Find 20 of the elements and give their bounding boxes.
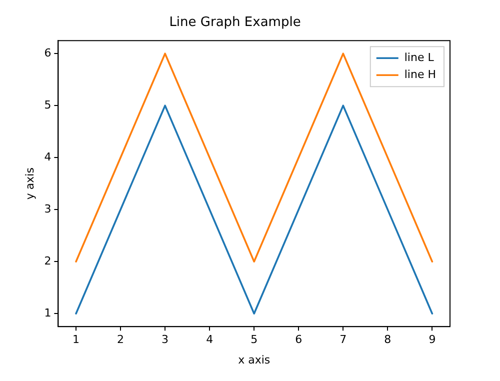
y-tick-label: 6: [44, 46, 52, 60]
x-tick-label: 1: [72, 333, 80, 346]
x-tick-label: 6: [295, 333, 302, 346]
x-tick-label: 2: [117, 333, 124, 346]
y-tick-label: 5: [44, 98, 52, 112]
x-tick-label: 3: [162, 333, 169, 346]
x-axis-title: x axis: [238, 353, 270, 366]
x-tick-label: 9: [428, 333, 436, 346]
legend-label: line H: [404, 68, 436, 81]
x-tick-label: 7: [340, 333, 347, 346]
y-tick-label: 1: [44, 306, 52, 320]
y-tick-label: 4: [44, 150, 52, 164]
chart-title: Line Graph Example: [169, 15, 301, 30]
x-tick-label: 5: [250, 333, 258, 346]
y-tick-label: 2: [44, 254, 52, 268]
legend-label: line L: [404, 50, 435, 64]
y-tick-label: 3: [44, 202, 52, 216]
y-axis-title: y axis: [23, 167, 36, 200]
x-tick-label: 8: [384, 333, 392, 346]
x-tick-label: 4: [206, 333, 214, 346]
